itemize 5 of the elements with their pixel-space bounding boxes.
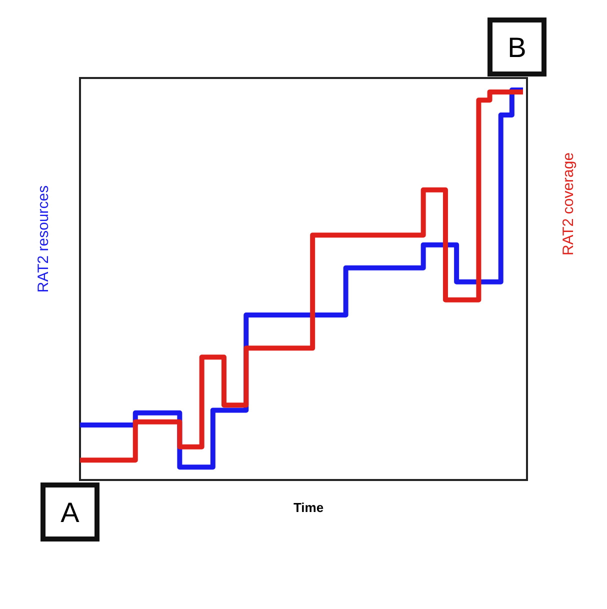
y2-axis-title: RAT2 coverage [560, 152, 577, 256]
y-axis-title: RAT2 resources [35, 185, 52, 293]
x-axis-title: Time [293, 500, 324, 515]
text: A [60, 497, 80, 528]
text: B [508, 32, 526, 63]
